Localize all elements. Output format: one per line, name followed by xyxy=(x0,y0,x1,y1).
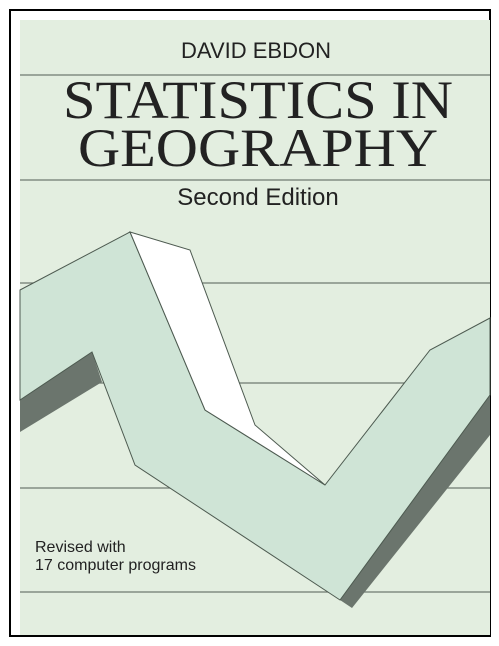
book-cover: DAVID EBDON STATISTICS IN GEOGRAPHY Seco… xyxy=(0,0,499,646)
note-line: Revised with xyxy=(35,539,126,556)
edition: Second Edition xyxy=(177,184,338,211)
title-line: GEOGRAPHY xyxy=(78,118,438,178)
author: DAVID EBDON xyxy=(181,38,331,63)
page: DAVID EBDON STATISTICS IN GEOGRAPHY Seco… xyxy=(0,0,499,646)
note-line: 17 computer programs xyxy=(35,557,196,574)
